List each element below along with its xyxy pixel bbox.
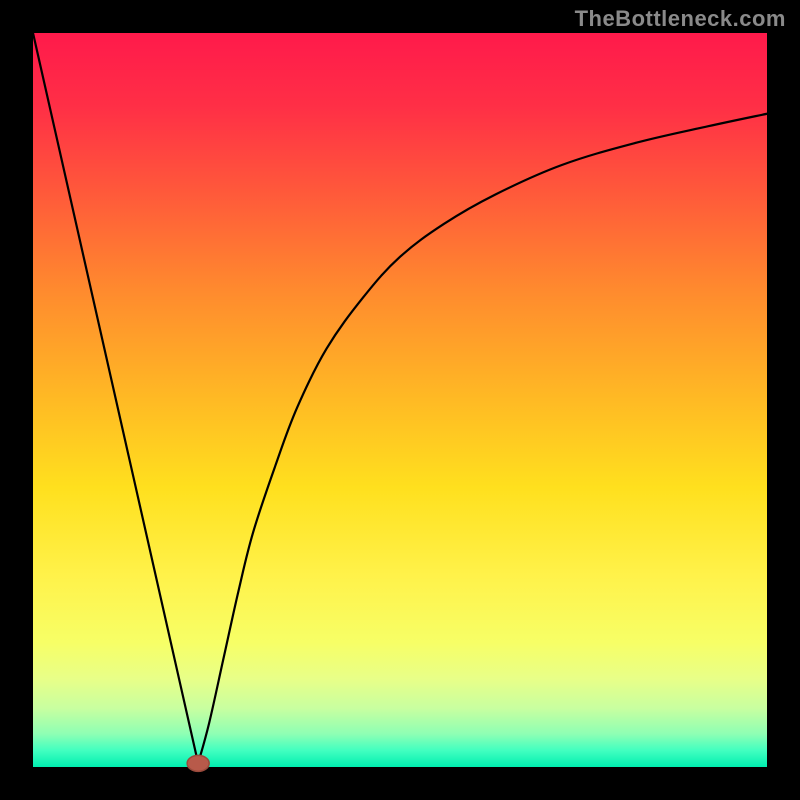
watermark-text: TheBottleneck.com — [575, 6, 786, 32]
chart-svg — [0, 0, 800, 800]
plot-background — [33, 33, 767, 767]
chart-container: TheBottleneck.com — [0, 0, 800, 800]
optimum-marker — [187, 755, 209, 771]
